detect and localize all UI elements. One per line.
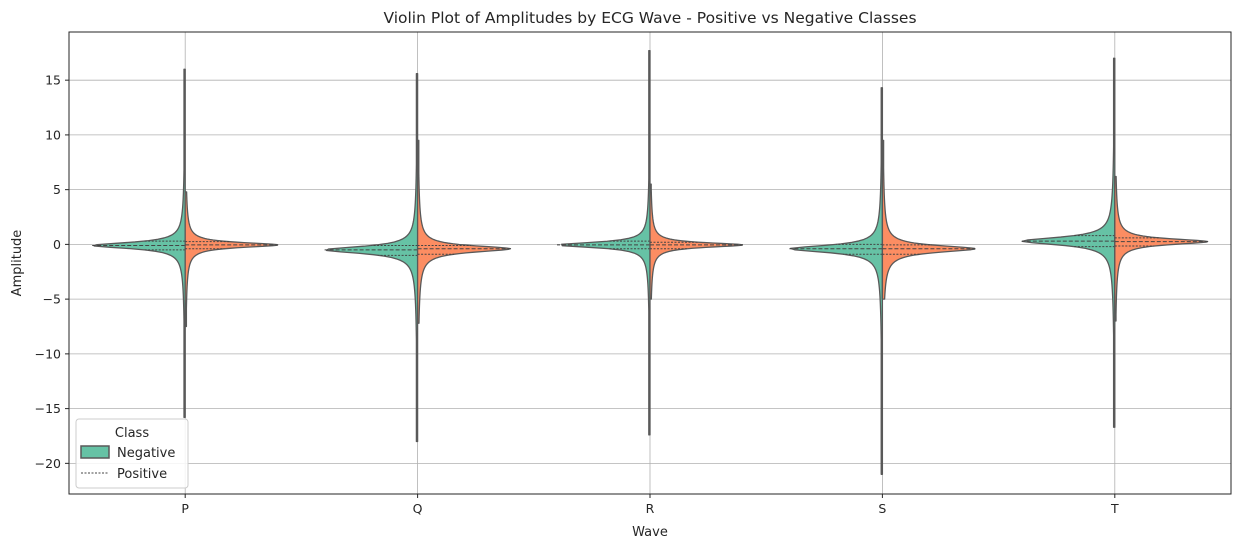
- legend-label-positive: Positive: [117, 467, 167, 482]
- x-axis-title: Wave: [632, 525, 668, 540]
- violin-R-positive: [649, 183, 744, 300]
- violin-R-negative: [561, 49, 651, 436]
- legend-label-negative: Negative: [117, 446, 175, 461]
- violin-P-positive: [184, 191, 279, 328]
- legend-swatch-negative: [80, 445, 110, 459]
- x-tick-label: S: [878, 501, 886, 516]
- violin-Q-positive: [416, 139, 512, 324]
- violin-Q-negative: [325, 72, 419, 443]
- chart-title: Violin Plot of Amplitudes by ECG Wave - …: [383, 9, 916, 27]
- y-tick-label: −10: [35, 346, 61, 361]
- y-tick-label: 15: [45, 73, 61, 88]
- tick-layer: −20 −15 −10 −5 0 5 10 15 P Q R S T: [35, 73, 1119, 516]
- y-tick-label: 5: [53, 182, 61, 197]
- violin-S-negative: [789, 87, 884, 475]
- x-tick-label: R: [646, 501, 655, 516]
- y-tick-label: 10: [45, 127, 61, 142]
- y-tick-label: −20: [35, 456, 61, 471]
- legend: Class Negative Positive: [75, 418, 189, 489]
- x-tick-label: T: [1110, 501, 1119, 516]
- violin-T-negative: [1021, 57, 1116, 428]
- y-tick-label: 0: [53, 237, 61, 252]
- y-tick-label: −5: [43, 292, 61, 307]
- x-tick-label: Q: [413, 501, 423, 516]
- legend-box: [75, 418, 189, 489]
- x-tick-label: P: [181, 501, 189, 516]
- violin-layer: [92, 49, 1209, 475]
- violin-T-positive: [1114, 175, 1209, 322]
- y-axis-title: Amplitude: [10, 230, 25, 297]
- violin-P-negative: [93, 68, 186, 419]
- legend-title: Class: [115, 426, 149, 441]
- violin-S-positive: [881, 139, 976, 300]
- y-tick-label: −15: [35, 401, 61, 416]
